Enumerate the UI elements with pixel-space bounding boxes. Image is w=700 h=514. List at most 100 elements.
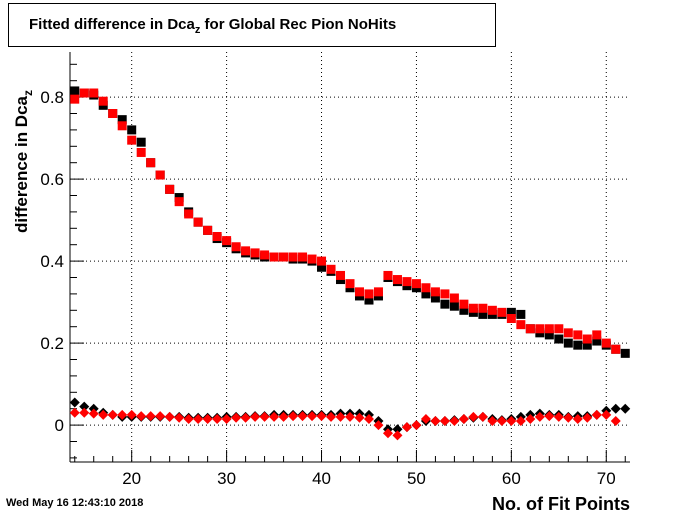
data-point-square — [203, 225, 213, 235]
data-point-diamond — [145, 411, 156, 422]
data-point-square — [601, 338, 611, 348]
data-point-diamond — [202, 413, 213, 424]
data-point-square — [421, 283, 431, 293]
data-point-diamond — [231, 412, 242, 423]
data-point-square — [70, 94, 80, 104]
data-point-square — [317, 256, 327, 266]
data-point-square — [468, 303, 478, 313]
data-point-square — [440, 299, 450, 309]
data-point-square — [554, 334, 564, 344]
data-point-diamond — [212, 413, 223, 424]
data-point-square — [288, 252, 298, 262]
data-point-square — [516, 309, 526, 319]
data-point-diamond — [553, 411, 564, 422]
data-point-diamond — [449, 416, 460, 426]
data-point-square — [260, 250, 270, 260]
data-point-diamond — [610, 403, 621, 414]
y-tick-label: 0 — [55, 416, 64, 435]
data-point-square — [117, 121, 127, 131]
data-point-square — [326, 264, 336, 274]
data-point-diamond — [525, 413, 536, 424]
data-point-diamond — [69, 397, 80, 408]
data-point-square — [430, 293, 440, 303]
data-point-square — [136, 137, 146, 147]
data-point-square — [222, 236, 232, 246]
data-point-diamond — [326, 411, 337, 422]
data-point-square — [364, 289, 374, 299]
data-point-square — [212, 232, 222, 241]
x-tick-label: 20 — [122, 469, 141, 488]
data-point-square — [554, 324, 564, 334]
y-axis-label: difference in Dcaz — [12, 90, 35, 233]
data-point-diamond — [278, 411, 289, 422]
data-point-diamond — [88, 408, 99, 419]
data-point-diamond — [155, 411, 166, 422]
data-point-diamond — [392, 430, 403, 441]
data-point-square — [620, 348, 630, 358]
data-point-square — [573, 330, 583, 340]
chart-title: Fitted difference in Dcaz for Global Rec… — [29, 16, 396, 36]
data-point-square — [89, 88, 99, 98]
data-points — [69, 86, 631, 441]
data-point-diamond — [354, 412, 365, 423]
axis-labels: No. of Fit Points difference in Dcaz — [12, 90, 630, 514]
data-point-square — [383, 270, 393, 280]
data-point-diamond — [411, 420, 422, 431]
data-point-diamond — [601, 409, 612, 420]
data-point-diamond — [316, 411, 327, 422]
data-point-diamond — [544, 411, 555, 422]
data-point-square — [563, 338, 573, 348]
data-point-square — [544, 324, 554, 334]
data-point-square — [421, 289, 431, 299]
data-point-diamond — [534, 411, 545, 422]
data-point-diamond — [468, 411, 479, 422]
data-point-square — [544, 330, 554, 340]
data-point-diamond — [563, 412, 574, 423]
data-point-diamond — [392, 424, 403, 435]
y-axis-label-prefix: difference in Dca — [12, 95, 31, 233]
data-point-square — [184, 209, 194, 219]
data-point-square — [79, 88, 89, 98]
data-point-diamond — [515, 416, 526, 426]
data-point-square — [582, 334, 592, 344]
grid-lines — [70, 52, 630, 462]
y-tick-label: 0.4 — [40, 252, 64, 271]
data-point-square — [497, 307, 507, 317]
data-point-square — [478, 309, 488, 319]
data-point-square — [440, 289, 450, 299]
data-point-diamond — [335, 411, 346, 422]
data-point-square — [478, 303, 488, 313]
data-point-square — [516, 320, 526, 330]
data-point-diamond — [620, 403, 631, 414]
data-point-square — [535, 324, 545, 334]
x-tick-label: 70 — [597, 469, 616, 488]
data-point-diamond — [591, 409, 602, 420]
data-point-square — [279, 252, 289, 262]
data-point-square — [525, 324, 535, 334]
data-point-square — [563, 328, 573, 338]
data-point-square — [193, 217, 203, 227]
data-point-diamond — [307, 411, 318, 422]
data-point-square — [127, 135, 137, 145]
data-point-square — [155, 170, 165, 180]
data-point-diamond — [174, 412, 185, 423]
chart-title-subscript: z — [194, 24, 201, 36]
data-point-diamond — [79, 401, 90, 412]
data-point-square — [459, 305, 469, 315]
data-point-square — [108, 109, 118, 118]
data-point-diamond — [117, 409, 128, 420]
data-point-square — [364, 295, 374, 305]
data-point-square — [127, 125, 137, 135]
data-point-diamond — [69, 407, 80, 418]
axes: 20 30 40 50 60 70 0 0.2 0.4 0.6 0.8 — [40, 52, 630, 488]
data-point-diamond — [458, 413, 469, 424]
data-point-diamond — [193, 413, 204, 424]
data-point-diamond — [582, 412, 593, 423]
data-point-diamond — [430, 416, 441, 426]
chart-title-suffix: for Global Rec Pion NoHits — [200, 16, 397, 33]
data-point-diamond — [610, 416, 621, 426]
data-point-square — [392, 275, 402, 285]
data-point-square — [307, 254, 317, 264]
data-point-diamond — [401, 422, 412, 433]
data-point-diamond — [221, 413, 232, 424]
